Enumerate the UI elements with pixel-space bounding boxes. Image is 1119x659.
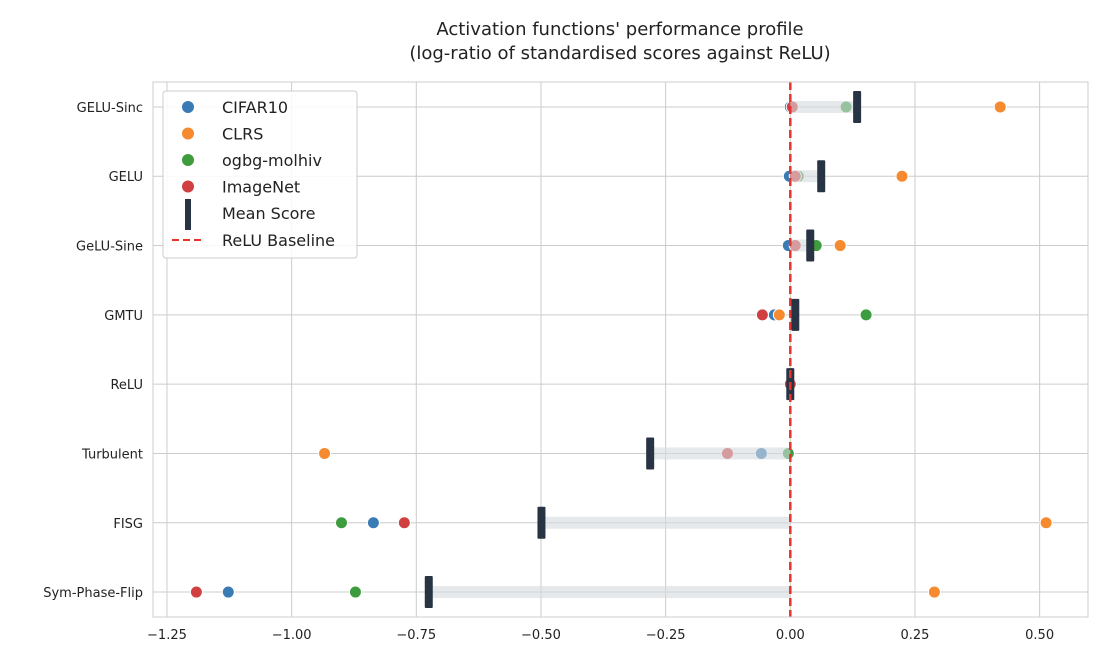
legend-label: CLRS xyxy=(222,125,263,144)
point-CLRS xyxy=(772,308,786,322)
mean-score-marker xyxy=(537,506,546,539)
x-tick-label: −1.00 xyxy=(272,628,312,643)
y-tick-label: Turbulent xyxy=(81,447,143,462)
x-tick-label: −0.25 xyxy=(646,628,686,643)
x-tick-label: 0.25 xyxy=(900,628,929,643)
point-ImageNet xyxy=(755,308,769,322)
legend-marker xyxy=(182,127,194,140)
point-ImageNet xyxy=(189,585,203,599)
point-ImageNet xyxy=(397,516,411,530)
legend-label: CIFAR10 xyxy=(222,98,288,117)
legend-label: Mean Score xyxy=(222,204,316,223)
point-CLRS xyxy=(895,169,909,183)
x-tick-label: −0.50 xyxy=(521,628,561,643)
plot-frame xyxy=(152,81,1089,618)
mean-score-marker xyxy=(791,298,800,331)
mean-range-bar xyxy=(790,239,811,252)
point-CLRS xyxy=(993,100,1007,114)
mean-range-bar xyxy=(541,516,791,529)
point-CLRS xyxy=(833,239,847,253)
point-CIFAR10 xyxy=(221,585,235,599)
point-ogbg-molhiv xyxy=(859,308,873,322)
y-tick-label: GeLU-Sine xyxy=(76,240,143,255)
x-tick-label: 0.00 xyxy=(776,628,805,643)
mean-range-bar xyxy=(790,100,858,113)
mean-score-marker xyxy=(853,90,862,123)
y-tick-label: GMTU xyxy=(104,309,143,324)
point-ogbg-molhiv xyxy=(348,585,362,599)
point-CLRS xyxy=(1039,516,1053,530)
y-tick-label: ReLU xyxy=(110,378,143,393)
chart-subtitle: (log-ratio of standardised scores agains… xyxy=(409,43,830,64)
y-tick-label: GELU-Sinc xyxy=(77,101,143,116)
legend-marker xyxy=(182,180,194,193)
y-tick-label: FISG xyxy=(113,517,143,532)
point-ogbg-molhiv xyxy=(334,516,348,530)
x-tick-label: −1.25 xyxy=(147,628,187,643)
mean-score-marker xyxy=(806,229,815,262)
legend-marker xyxy=(182,154,194,166)
mean-range-bar xyxy=(650,447,791,460)
mean-score-marker xyxy=(817,160,826,193)
point-CIFAR10 xyxy=(366,516,380,530)
mean-range-bar xyxy=(428,586,791,599)
mean-score-marker xyxy=(646,437,655,470)
legend-label: ImageNet xyxy=(222,178,300,197)
point-CLRS xyxy=(927,585,941,599)
y-tick-label: Sym-Phase-Flip xyxy=(43,586,143,601)
x-tick-label: 0.50 xyxy=(1025,628,1054,643)
x-tick-label: −0.75 xyxy=(396,628,436,643)
legend-marker xyxy=(182,101,194,113)
mean-score-marker xyxy=(424,576,433,609)
mean-range-bar xyxy=(790,170,822,183)
point-CLRS xyxy=(318,446,332,460)
legend-label: ogbg-molhiv xyxy=(222,151,322,170)
legend-marker xyxy=(185,199,191,230)
legend-label: ReLU Baseline xyxy=(222,231,335,250)
y-tick-label: GELU xyxy=(109,170,143,185)
legend-box xyxy=(162,90,358,259)
chart-title: Activation functions' performance profil… xyxy=(436,19,803,40)
